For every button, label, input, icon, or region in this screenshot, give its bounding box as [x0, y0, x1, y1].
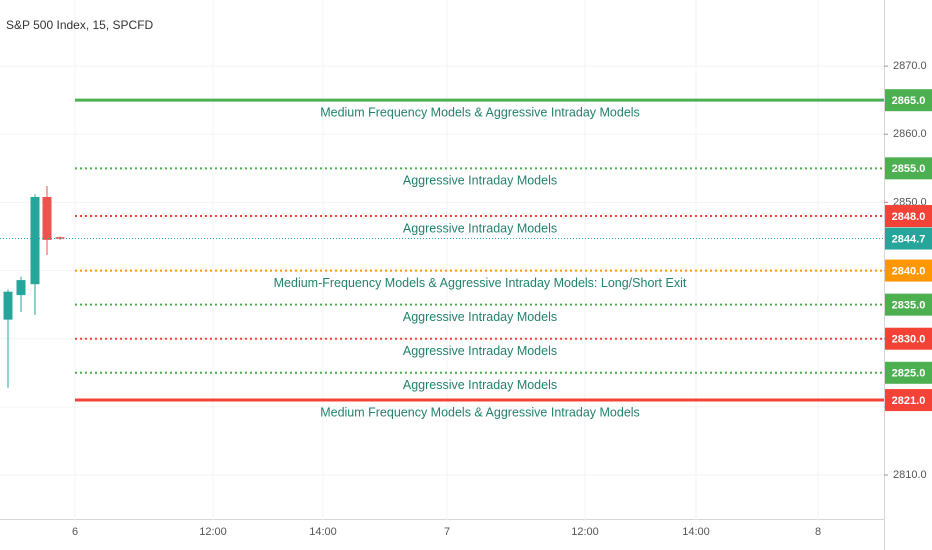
x-tick-label: 12:00	[571, 526, 599, 538]
last-price-tag-label: 2844.7	[892, 233, 926, 245]
candle-body	[55, 237, 65, 239]
level-name: Aggressive Intraday Models	[403, 221, 557, 235]
price-tag-label: 2835.0	[892, 300, 926, 312]
price-tag-label: 2855.0	[892, 163, 926, 175]
level-name: Aggressive Intraday Models	[403, 310, 557, 324]
level-name: Aggressive Intraday Models	[403, 174, 557, 188]
candle-body	[3, 291, 13, 320]
price-tag	[885, 205, 932, 228]
price-tag	[885, 293, 932, 316]
price-tag-label: 2825.0	[892, 368, 926, 380]
x-tick-label: 7	[444, 526, 450, 538]
price-tag-label: 2840.0	[892, 265, 926, 277]
level-name: Aggressive Intraday Models	[403, 378, 557, 392]
x-tick-label: 14:00	[309, 526, 337, 538]
price-tag-label: 2848.0	[892, 211, 926, 223]
level-name: Medium-Frequency Models & Aggressive Int…	[274, 276, 687, 290]
candle-body	[30, 196, 40, 285]
price-tag	[885, 389, 932, 412]
candle-body	[42, 196, 52, 240]
level-name: Medium Frequency Models & Aggressive Int…	[320, 405, 640, 419]
price-tag-label: 2821.0	[892, 395, 926, 407]
candle-body	[16, 280, 26, 296]
marks	[0, 98, 884, 402]
labels: Medium Frequency Models & Aggressive Int…	[274, 89, 932, 419]
y-tick-label: 2870.0	[893, 60, 927, 72]
x-tick-label: 8	[815, 526, 821, 538]
x-tick-label: 12:00	[199, 526, 227, 538]
x-tick-label: 6	[72, 526, 78, 538]
level-name: Aggressive Intraday Models	[403, 344, 557, 358]
x-tick-label: 14:00	[682, 526, 710, 538]
price-tag	[885, 327, 932, 350]
price-tag	[885, 259, 932, 282]
price-tag-label: 2830.0	[892, 334, 926, 346]
price-tag	[885, 361, 932, 384]
price-tag	[885, 89, 932, 112]
y-tick-label: 2860.0	[893, 128, 927, 140]
price-tag	[885, 157, 932, 180]
price-tag-label: 2865.0	[892, 95, 926, 107]
chart-title: S&P 500 Index, 15, SPCFD	[6, 18, 154, 32]
level-name: Medium Frequency Models & Aggressive Int…	[320, 105, 640, 119]
y-tick-label: 2810.0	[893, 469, 927, 481]
last-price-tag	[885, 227, 932, 250]
